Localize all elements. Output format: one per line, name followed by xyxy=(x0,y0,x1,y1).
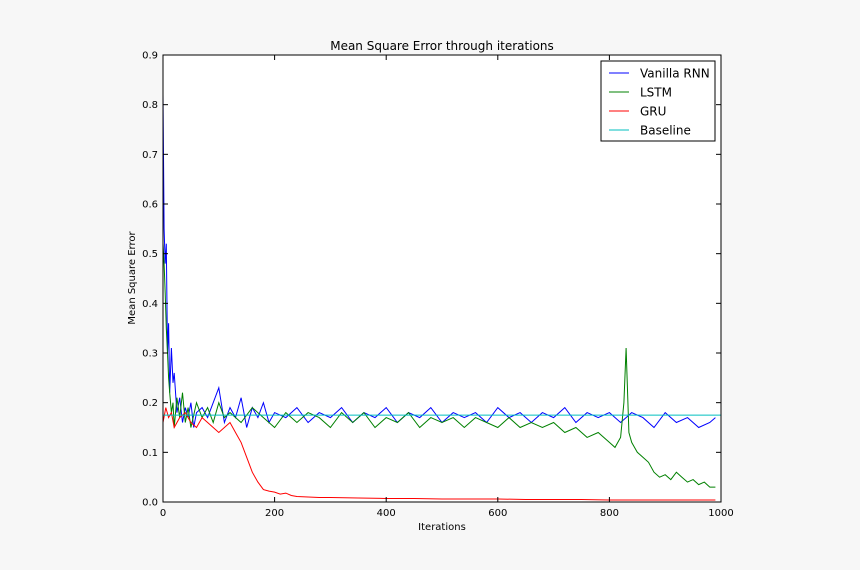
chart-title: Mean Square Error through iterations xyxy=(330,39,554,53)
x-tick-label: 400 xyxy=(377,508,396,519)
y-tick-label: 0.9 xyxy=(142,51,158,62)
series-line-gru xyxy=(162,407,716,501)
plot-frame xyxy=(162,54,722,503)
x-tick-label: 600 xyxy=(488,508,507,519)
x-tick-label: 200 xyxy=(265,508,284,519)
y-tick-label: 0.5 xyxy=(142,249,158,260)
legend-label-lstm: LSTM xyxy=(640,86,672,100)
y-tick-label: 0.6 xyxy=(142,200,158,211)
legend-label-baseline: Baseline xyxy=(640,124,691,138)
y-tick-label: 0.8 xyxy=(142,100,158,111)
x-tick-label: 800 xyxy=(600,508,619,519)
legend-label-gru: GRU xyxy=(640,105,666,119)
y-tick-label: 0.7 xyxy=(142,150,158,161)
legend-label-vanilla-rnn: Vanilla RNN xyxy=(640,67,710,81)
legend-box xyxy=(600,60,716,142)
series-line-lstm xyxy=(162,243,716,488)
y-tick-label: 0.2 xyxy=(142,398,158,409)
x-tick-label: 0 xyxy=(160,508,166,519)
y-axis-label: Mean Square Error xyxy=(127,231,138,325)
series-layer xyxy=(162,94,721,501)
x-tick-label: 1000 xyxy=(708,508,733,519)
x-axis-label: Iterations xyxy=(418,522,466,533)
y-axis-ticks: 0.0 0.1 0.2 0.3 0.4 0.5 0.6 0.7 0.8 0.9 xyxy=(142,51,721,509)
legend: Vanilla RNN LSTM GRU Baseline xyxy=(600,60,716,142)
x-axis-ticks: 0 200 400 600 800 1000 xyxy=(160,55,734,519)
y-tick-label: 0.4 xyxy=(142,299,158,310)
y-tick-label: 0.0 xyxy=(142,498,158,509)
y-tick-label: 0.1 xyxy=(142,448,158,459)
y-tick-label: 0.3 xyxy=(142,349,158,360)
